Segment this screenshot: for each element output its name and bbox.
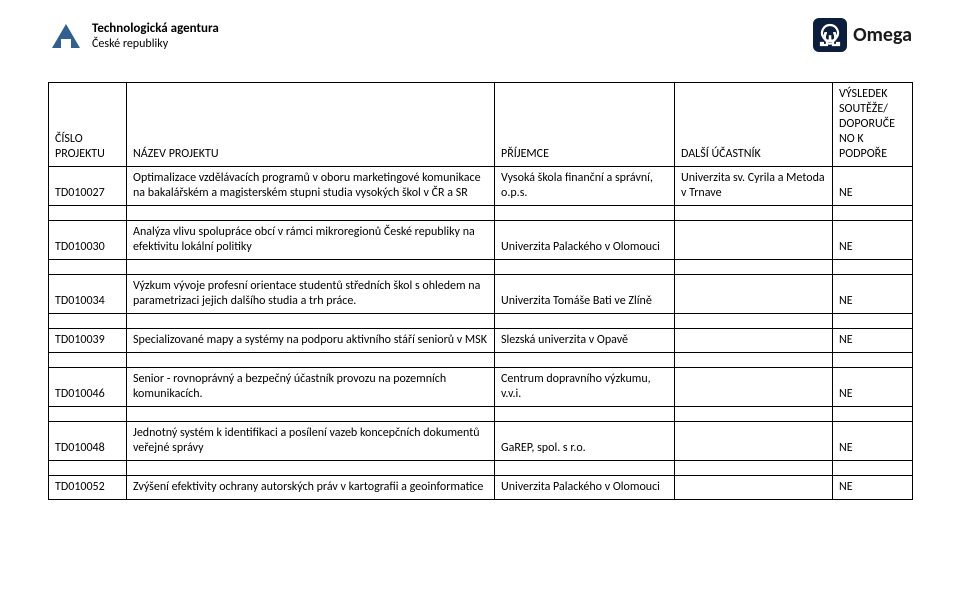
page: Technologická agentura České republiky ω…: [0, 0, 960, 594]
logo-sub: České republiky: [92, 37, 219, 51]
col-part: DALŠÍ ÚČASTNÍK: [675, 83, 833, 167]
table-row: TD010039Specializované mapy a systémy na…: [49, 329, 913, 353]
cell-participant: Univerzita sv. Cyrila a Metoda v Trnave: [675, 167, 833, 206]
col-id: ČÍSLO PROJEKTU: [49, 83, 127, 167]
cell-recipient: Vysoká škola finanční a správní, o.p.s.: [495, 167, 675, 206]
cell-name: Jednotný systém k identifikaci a posílen…: [127, 422, 495, 461]
cell-result: NE: [833, 368, 913, 407]
page-header: Technologická agentura České republiky ω…: [48, 18, 912, 64]
spacer-row: [49, 314, 913, 329]
projects-table: ČÍSLO PROJEKTU NÁZEV PROJEKTU PŘÍJEMCE D…: [48, 82, 913, 500]
svg-text:ω: ω: [823, 24, 837, 48]
cell-result: NE: [833, 275, 913, 314]
cell-recipient: Univerzita Palackého v Olomouci: [495, 476, 675, 500]
table-row: TD010034Výzkum vývoje profesní orientace…: [49, 275, 913, 314]
spacer-row: [49, 407, 913, 422]
cell-id: TD010027: [49, 167, 127, 206]
projects-table-wrap: ČÍSLO PROJEKTU NÁZEV PROJEKTU PŘÍJEMCE D…: [48, 82, 912, 500]
table-row: TD010048Jednotný systém k identifikaci a…: [49, 422, 913, 461]
table-header-row: ČÍSLO PROJEKTU NÁZEV PROJEKTU PŘÍJEMCE D…: [49, 83, 913, 167]
cell-id: TD010052: [49, 476, 127, 500]
cell-name: Zvýšení efektivity ochrany autorských pr…: [127, 476, 495, 500]
cell-participant: [675, 275, 833, 314]
cell-id: TD010039: [49, 329, 127, 353]
spacer-row: [49, 353, 913, 368]
cell-participant: [675, 422, 833, 461]
cell-id: TD010030: [49, 221, 127, 260]
cell-participant: [675, 476, 833, 500]
omega-icon: ω: [813, 18, 847, 52]
cell-name: Senior - rovnoprávný a bezpečný účastník…: [127, 368, 495, 407]
cell-name: Specializované mapy a systémy na podporu…: [127, 329, 495, 353]
cell-recipient: Univerzita Tomáše Bati ve Zlíně: [495, 275, 675, 314]
cell-id: TD010048: [49, 422, 127, 461]
spacer-row: [49, 461, 913, 476]
cell-recipient: Univerzita Palackého v Olomouci: [495, 221, 675, 260]
cell-participant: [675, 221, 833, 260]
col-rec: PŘÍJEMCE: [495, 83, 675, 167]
cell-name: Analýza vlivu spolupráce obcí v rámci mi…: [127, 221, 495, 260]
cell-recipient: Centrum dopravního výzkumu, v.v.i.: [495, 368, 675, 407]
cell-recipient: Slezská univerzita v Opavě: [495, 329, 675, 353]
ta-logo-icon: [48, 18, 84, 54]
cell-participant: [675, 368, 833, 407]
logo-left: Technologická agentura České republiky: [48, 18, 219, 54]
cell-recipient: GaREP, spol. s r.o.: [495, 422, 675, 461]
col-result: VÝSLEDEK SOUTĚŽE/ DOPORUČE NO K PODPOŘE: [833, 83, 913, 167]
cell-result: NE: [833, 167, 913, 206]
spacer-row: [49, 260, 913, 275]
table-row: TD010052Zvýšení efektivity ochrany autor…: [49, 476, 913, 500]
cell-participant: [675, 329, 833, 353]
cell-name: Optimalizace vzdělávacích programů v obo…: [127, 167, 495, 206]
table-row: TD010030Analýza vlivu spolupráce obcí v …: [49, 221, 913, 260]
logo-left-text: Technologická agentura České republiky: [92, 21, 219, 51]
cell-id: TD010046: [49, 368, 127, 407]
cell-result: NE: [833, 221, 913, 260]
table-row: TD010046Senior - rovnoprávný a bezpečný …: [49, 368, 913, 407]
table-row: TD010027Optimalizace vzdělávacích progra…: [49, 167, 913, 206]
cell-name: Výzkum vývoje profesní orientace student…: [127, 275, 495, 314]
cell-result: NE: [833, 329, 913, 353]
logo-title: Technologická agentura: [92, 21, 219, 37]
spacer-row: [49, 206, 913, 221]
cell-result: NE: [833, 422, 913, 461]
cell-id: TD010034: [49, 275, 127, 314]
col-name: NÁZEV PROJEKTU: [127, 83, 495, 167]
cell-result: NE: [833, 476, 913, 500]
logo-right: ω Omega: [813, 18, 912, 52]
omega-label: Omega: [853, 23, 912, 47]
